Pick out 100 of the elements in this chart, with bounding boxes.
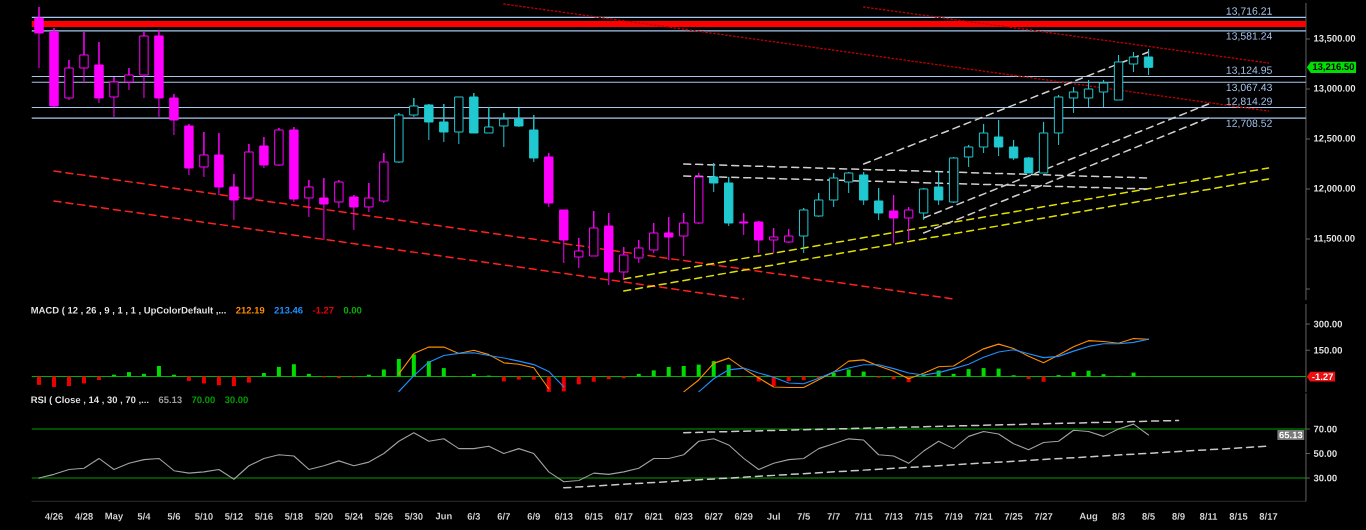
x-tick-label: 5/26 (374, 512, 393, 520)
y-tick-label: 70.00 (1313, 425, 1337, 433)
x-tick-label: 7/27 (1034, 512, 1053, 520)
candlestick (454, 96, 464, 145)
candlestick (679, 212, 689, 257)
candlestick (289, 126, 299, 203)
candlestick (349, 194, 359, 231)
candlestick (334, 179, 344, 209)
candlestick (154, 29, 164, 118)
candlestick (529, 114, 539, 163)
candlestick (1068, 86, 1079, 114)
x-tick-label: 6/9 (527, 512, 541, 520)
x-tick-label: 6/15 (584, 512, 603, 520)
candlestick (724, 176, 734, 227)
bar (1041, 376, 1046, 382)
candlestick (274, 127, 284, 167)
x-tick-label: 6/13 (554, 512, 573, 520)
candlestick (559, 209, 569, 264)
bar (246, 376, 251, 383)
ref-line-label: 13,067.43 (1226, 83, 1272, 93)
x-tick-label: Aug (1079, 512, 1098, 522)
text: 212.19 (236, 306, 265, 314)
x-tick-label: Jul (766, 512, 780, 520)
candlestick (634, 239, 644, 264)
x-tick-label: 6/23 (674, 512, 693, 520)
bar (156, 365, 161, 377)
x-tick-label: Jun (435, 512, 452, 520)
bar (81, 376, 86, 384)
candlestick (169, 93, 179, 136)
candlestick (394, 112, 404, 164)
ref-line-label: 0.00 (343, 306, 362, 314)
candlestick (813, 192, 824, 218)
bar (441, 368, 446, 377)
bar (276, 366, 281, 377)
x-tick-label: 5/12 (225, 512, 243, 520)
x-tick-label: 8/15 (1229, 512, 1248, 520)
y-tick-label: 300.00 (1313, 320, 1343, 328)
candlestick (933, 171, 944, 206)
candlestick (798, 207, 809, 254)
y-tick-label: 12,000.00 (1314, 184, 1356, 194)
candlestick (109, 76, 119, 118)
y-tick-label: 11,500.00 (1314, 234, 1355, 244)
y-tick-label: 150.00 (1314, 346, 1343, 354)
candlestick (739, 212, 749, 236)
bar (996, 368, 1001, 377)
candlestick (124, 67, 134, 91)
candlestick (1008, 139, 1019, 161)
candlestick (948, 156, 959, 204)
x-tick-label: 5/10 (195, 512, 213, 520)
bar (546, 376, 551, 392)
candlestick (409, 97, 419, 118)
y-tick-label: 13,500.00 (1314, 34, 1356, 44)
candlestick (484, 106, 494, 134)
candlestick (319, 177, 329, 241)
candlestick (214, 132, 224, 196)
bar (1071, 372, 1076, 377)
x-tick-label: 7/21 (974, 512, 993, 520)
candlestick (963, 144, 974, 168)
line-series (38, 423, 1150, 483)
candlestick (364, 182, 374, 213)
candlestick (94, 41, 104, 104)
x-tick-label: 8/11 (1199, 512, 1218, 520)
x-tick-label: 6/7 (497, 512, 510, 520)
candlestick (64, 59, 74, 101)
ref-line-label: 13,716.21 (1226, 7, 1272, 16)
x-tick-label: 5/4 (137, 512, 151, 520)
candlestick (1053, 94, 1064, 146)
text: 65.13 (158, 396, 182, 404)
candlestick (768, 227, 779, 254)
candlestick (903, 206, 914, 241)
chart-title: RSI ( Close , 14 , 30 , 70 ,... (31, 396, 149, 406)
candlestick (978, 123, 989, 154)
x-tick-label: 8/3 (1112, 512, 1125, 520)
candlestick (888, 194, 899, 244)
y-tick-label: 50.00 (1313, 450, 1337, 457)
x-tick-label: 5/16 (254, 512, 273, 520)
candlestick (1098, 79, 1109, 108)
candlestick (259, 136, 269, 169)
bar (501, 376, 506, 382)
candlestick (619, 246, 629, 281)
candlestick (828, 172, 839, 208)
candlestick (1023, 156, 1034, 174)
candlestick (1083, 79, 1094, 108)
x-tick-label: 5/24 (344, 512, 364, 520)
x-tick-label: 8/9 (1172, 512, 1185, 520)
bar (981, 368, 986, 377)
x-tick-label: 5/18 (284, 512, 303, 520)
bar (201, 376, 206, 384)
candlestick (918, 187, 929, 221)
x-tick-label: May (105, 512, 124, 522)
x-tick-label: 7/13 (884, 512, 903, 520)
ref-line-label: 13,124.95 (1226, 66, 1272, 76)
y-tick-label: 12,500.00 (1314, 134, 1356, 144)
x-tick-label: 5/30 (404, 512, 423, 520)
candlestick (664, 216, 674, 261)
bar (891, 376, 896, 380)
candlestick (858, 171, 869, 206)
text: 13,216.50 (1312, 63, 1355, 72)
candlestick (589, 210, 599, 257)
bar (696, 364, 701, 377)
